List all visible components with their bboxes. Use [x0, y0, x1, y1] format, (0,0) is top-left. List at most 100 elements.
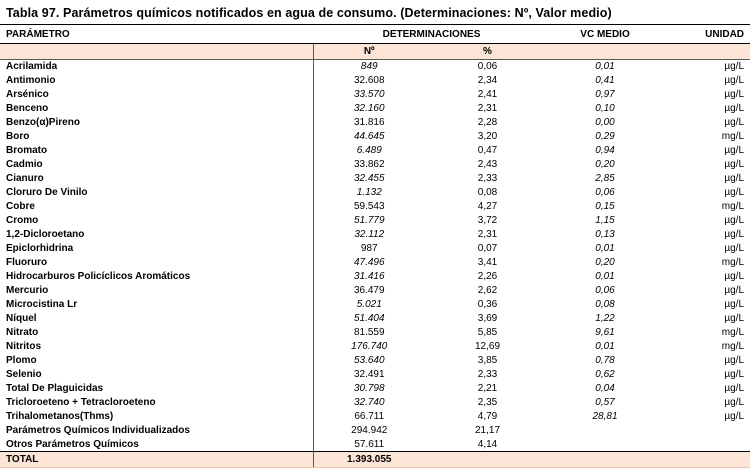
table-body: Acrilamida 849 0,06 0,01 µg/L Antimonio 32.608…: [0, 59, 750, 452]
table-row: Plomo 53.640 3,85 0,78 µg/L: [0, 353, 750, 368]
determinaciones-num-cell: 51.404: [312, 311, 425, 326]
determinaciones-pct-cell: 2,31: [477, 103, 498, 114]
vc-medio-cell: [550, 424, 660, 438]
determinaciones-num-cell: 32.112: [312, 227, 425, 242]
subheader-vc-spacer: [550, 43, 661, 60]
param-name-cell: Cloruro De Vinilo: [6, 187, 88, 198]
vc-medio-cell: 0,01: [595, 271, 615, 282]
table-row: Parámetros Químicos Individualizados 294.…: [0, 423, 750, 438]
total-row: TOTAL 1.393.055: [0, 451, 750, 468]
determinaciones-num-cell: 176.740: [312, 339, 425, 354]
determinaciones-num-cell: 32.455: [312, 171, 425, 186]
param-name-cell: Mercurio: [6, 285, 49, 296]
determinaciones-pct-cell: 3,69: [477, 313, 498, 324]
table-row: Trihalometanos(Thms) 66.711 4,79 28,81 µg/L: [0, 409, 750, 424]
determinaciones-num-cell: 32.740: [312, 395, 425, 410]
table-row: Acrilamida 849 0,06 0,01 µg/L: [0, 59, 750, 74]
unidad-cell: µg/L: [724, 243, 745, 254]
determinaciones-num-cell: 5.021: [312, 297, 425, 312]
subheader-row: Nº %: [0, 43, 750, 60]
unidad-cell: mg/L: [721, 131, 745, 142]
table-row: Microcistina Lr 5.021 0,36 0,08 µg/L: [0, 297, 750, 312]
vc-medio-cell: 0,06: [595, 285, 615, 296]
table-row: Antimonio 32.608 2,34 0,41 µg/L: [0, 73, 750, 88]
table-row: Hidrocarburos Policíclicos Aromáticos 31.…: [0, 269, 750, 284]
param-name-cell: Antimonio: [6, 75, 56, 86]
param-name-cell: 1,2-Dicloroetano: [6, 229, 85, 240]
param-name-cell: Tricloroeteno + Tetracloroeteno: [6, 397, 156, 408]
vc-medio-cell: 0,78: [595, 355, 615, 366]
total-num: 1.393.055: [312, 451, 425, 468]
chemical-parameters-table: PARÁMETRO DETERMINACIONES VC MEDIO UNIDA…: [0, 24, 750, 468]
param-name-cell: Total De Plaguicidas: [6, 383, 104, 394]
header-vc-medio: VC MEDIO: [550, 24, 661, 44]
determinaciones-num-cell: 32.608: [312, 73, 425, 88]
param-name-cell: Benzo(α)Pireno: [6, 117, 80, 128]
vc-medio-cell: 0,15: [595, 201, 615, 212]
determinaciones-pct-cell: 12,69: [474, 341, 501, 352]
determinaciones-num-cell: 53.640: [312, 353, 425, 368]
unidad-cell: µg/L: [724, 411, 745, 422]
determinaciones-pct-cell: 3,20: [477, 131, 498, 142]
param-name-cell: Trihalometanos(Thms): [6, 411, 114, 422]
table-row: Cloruro De Vinilo 1.132 0,08 0,06 µg/L: [0, 185, 750, 200]
param-name-cell: Nitritos: [6, 341, 41, 352]
vc-medio-cell: 0,01: [595, 243, 615, 254]
determinaciones-pct-cell: 4,79: [477, 411, 498, 422]
table-row: Cobre 59.543 4,27 0,15 mg/L: [0, 199, 750, 214]
param-name-cell: Níquel: [6, 313, 37, 324]
determinaciones-pct-cell: 2,33: [477, 173, 498, 184]
unidad-cell: µg/L: [724, 397, 745, 408]
param-name-cell: Epiclorhidrina: [6, 243, 74, 254]
determinaciones-num-cell: 33.862: [312, 157, 425, 172]
table-row: Cianuro 32.455 2,33 2,85 µg/L: [0, 171, 750, 186]
determinaciones-pct-cell: 4,14: [477, 438, 498, 450]
determinaciones-num-cell: 44.645: [312, 129, 425, 144]
unidad-cell: µg/L: [724, 285, 745, 296]
table-row: Total De Plaguicidas 30.798 2,21 0,04 µg/L: [0, 381, 750, 396]
param-name-cell: Boro: [6, 131, 30, 142]
determinaciones-num-cell: 31.416: [312, 269, 425, 284]
determinaciones-pct-cell: 3,72: [477, 215, 498, 226]
determinaciones-pct-cell: 2,21: [477, 383, 498, 394]
determinaciones-pct-cell: 0,36: [477, 299, 498, 310]
unidad-cell: µg/L: [724, 75, 745, 86]
determinaciones-pct-cell: 2,34: [477, 75, 498, 86]
total-vc: [550, 451, 661, 468]
table-row: Mercurio 36.479 2,62 0,06 µg/L: [0, 283, 750, 298]
unidad-cell: mg/L: [721, 341, 745, 352]
vc-medio-cell: 0,01: [595, 61, 615, 73]
table-row: Nitrato 81.559 5,85 9,61 mg/L: [0, 325, 750, 340]
unidad-cell: µg/L: [724, 215, 745, 226]
determinaciones-num-cell: 30.798: [312, 381, 425, 396]
unidad-cell: µg/L: [724, 369, 745, 380]
determinaciones-pct-cell: 0,47: [477, 145, 498, 156]
determinaciones-pct-cell: 4,27: [477, 201, 498, 212]
determinaciones-pct-cell: 5,85: [477, 327, 498, 338]
param-name-cell: Selenio: [6, 369, 42, 380]
determinaciones-pct-cell: 0,06: [477, 61, 498, 73]
param-name-cell: Cianuro: [6, 173, 44, 184]
table-row: Cromo 51.779 3,72 1,15 µg/L: [0, 213, 750, 228]
header-parametro: PARÁMETRO: [0, 24, 313, 44]
vc-medio-cell: 0,94: [595, 145, 615, 156]
header-row: PARÁMETRO DETERMINACIONES VC MEDIO UNIDA…: [0, 24, 750, 44]
vc-medio-cell: 1,22: [595, 313, 615, 324]
param-name-cell: Arsénico: [6, 89, 49, 100]
determinaciones-pct-cell: 2,43: [477, 159, 498, 170]
unidad-cell: µg/L: [724, 383, 745, 394]
total-pct: [425, 451, 551, 468]
vc-medio-cell: 9,61: [595, 327, 615, 338]
vc-medio-cell: 2,85: [595, 173, 615, 184]
vc-medio-cell: 0,08: [595, 299, 615, 310]
param-name-cell: Plomo: [6, 355, 37, 366]
table-row: Cadmio 33.862 2,43 0,20 µg/L: [0, 157, 750, 172]
determinaciones-pct-cell: 21,17: [474, 425, 501, 436]
param-name-cell: Acrilamida: [6, 61, 58, 73]
vc-medio-cell: 0,20: [595, 159, 615, 170]
vc-medio-cell: 0,04: [595, 383, 615, 394]
determinaciones-num-cell: 47.496: [312, 255, 425, 270]
determinaciones-num-cell: 32.160: [312, 101, 425, 116]
vc-medio-cell: 0,41: [595, 75, 615, 86]
determinaciones-pct-cell: 2,33: [477, 369, 498, 380]
